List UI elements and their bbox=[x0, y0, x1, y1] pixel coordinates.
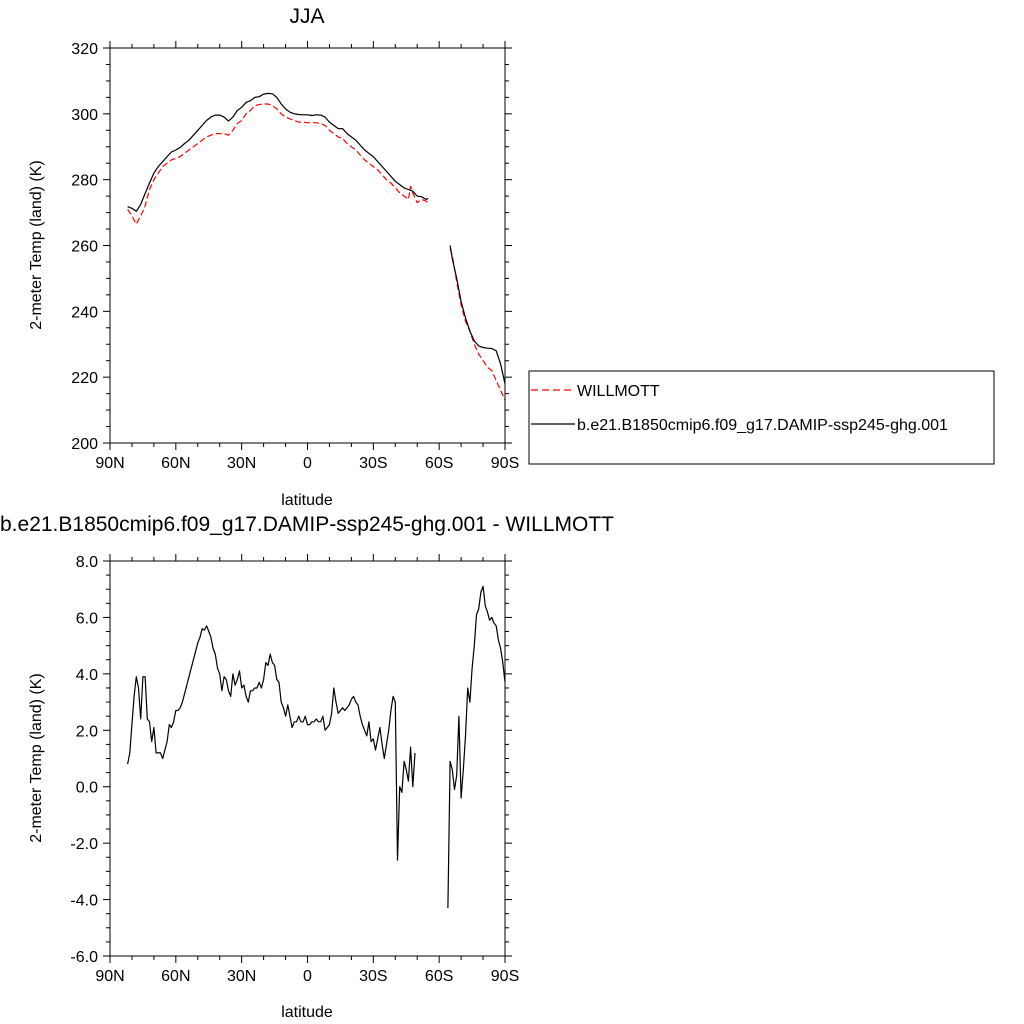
top-chart-frame bbox=[109, 47, 506, 444]
legend-label-model: b.e21.B1850cmip6.f09_g17.DAMIP-ssp245-gh… bbox=[577, 417, 948, 434]
x-tick-label: 0 bbox=[303, 968, 312, 985]
series-line-0-seg-0 bbox=[127, 625, 416, 861]
bottom-chart-frame bbox=[109, 560, 506, 957]
x-tick-label: 30S bbox=[359, 968, 387, 985]
top-chart-xlabel: latitude bbox=[281, 492, 333, 509]
bottom-chart-plot-area bbox=[127, 585, 506, 909]
y-tick-label: 200 bbox=[71, 436, 98, 453]
top-chart-axes: 200 220 240 260 280 300 320 90N 60N 30N 0 30S 60S 90S bbox=[71, 41, 519, 472]
x-tick-label: 60N bbox=[161, 968, 190, 985]
y-tick-label: 220 bbox=[71, 370, 98, 387]
y-tick-label: 280 bbox=[71, 173, 98, 190]
x-tick-label: 60S bbox=[425, 968, 453, 985]
top-chart: JJA 200 220 240 260 280 300 320 90N 60N 30N 0 30S 60… bbox=[28, 5, 519, 509]
top-chart-title: JJA bbox=[289, 5, 324, 28]
y-tick-label: 300 bbox=[71, 107, 98, 124]
y-tick-label: 6.0 bbox=[76, 610, 98, 627]
bottom-chart-ylabel: 2-meter Temp (land) (K) bbox=[28, 673, 45, 843]
y-tick-label: 240 bbox=[71, 304, 98, 321]
x-tick-label: 30N bbox=[227, 968, 256, 985]
top-chart-ylabel: 2-meter Temp (land) (K) bbox=[28, 160, 45, 330]
y-tick-label: 2.0 bbox=[76, 723, 98, 740]
bottom-chart-xlabel: latitude bbox=[281, 1004, 333, 1021]
legend-label-willmott: WILLMOTT bbox=[577, 383, 660, 400]
x-tick-label: 0 bbox=[303, 455, 312, 472]
series-line-0-seg-1 bbox=[449, 248, 506, 401]
y-tick-label: 260 bbox=[71, 239, 98, 256]
top-chart-plot-area bbox=[127, 92, 506, 401]
series-line-1-seg-1 bbox=[449, 245, 506, 384]
legend-box bbox=[528, 370, 995, 465]
series-line-0-seg-0 bbox=[127, 103, 429, 225]
bottom-chart: b.e21.B1850cmip6.f09_g17.DAMIP-ssp245-gh… bbox=[0, 513, 614, 1021]
x-tick-label: 90S bbox=[491, 455, 519, 472]
series-line-1-seg-0 bbox=[127, 92, 429, 212]
y-tick-label: -4.0 bbox=[70, 893, 98, 910]
bottom-chart-axes: -6.0 -4.0 -2.0 0.0 2.0 4.0 6.0 8.0 90N 60N 30N 0 30S… bbox=[70, 554, 519, 985]
y-tick-label: 320 bbox=[71, 41, 98, 58]
x-tick-label: 60N bbox=[161, 455, 190, 472]
y-tick-label: -6.0 bbox=[70, 949, 98, 966]
series-line-0-seg-1 bbox=[447, 585, 506, 909]
x-tick-label: 90N bbox=[95, 455, 124, 472]
x-tick-label: 90S bbox=[491, 968, 519, 985]
y-tick-label: 4.0 bbox=[76, 667, 98, 684]
y-tick-label: 0.0 bbox=[76, 780, 98, 797]
y-tick-label: 8.0 bbox=[76, 554, 98, 571]
x-tick-label: 90N bbox=[95, 968, 124, 985]
x-tick-label: 30S bbox=[359, 455, 387, 472]
y-tick-label: -2.0 bbox=[70, 836, 98, 853]
x-tick-label: 60S bbox=[425, 455, 453, 472]
x-tick-label: 30N bbox=[227, 455, 256, 472]
legend: WILLMOTT b.e21.B1850cmip6.f09_g17.DAMIP-… bbox=[528, 370, 995, 465]
bottom-chart-title: b.e21.B1850cmip6.f09_g17.DAMIP-ssp245-gh… bbox=[0, 513, 614, 536]
